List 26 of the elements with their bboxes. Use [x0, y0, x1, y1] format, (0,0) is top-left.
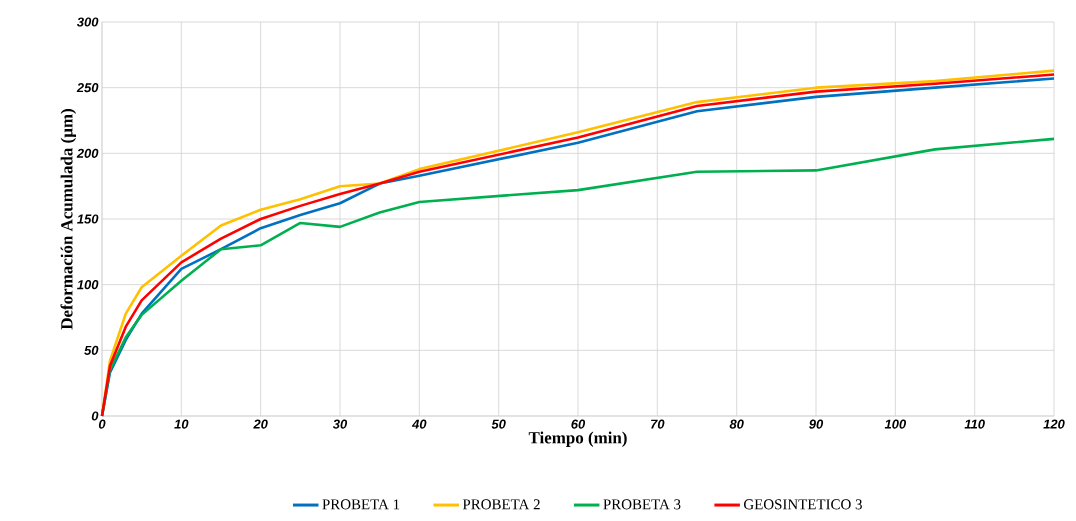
legend-label: PROBETA 2 — [462, 499, 540, 510]
legend-label: GEOSINTETICO 3 — [744, 499, 862, 510]
x-tick-label: 50 — [491, 419, 506, 429]
x-tick-label: 30 — [332, 419, 348, 429]
y-tick-label: 100 — [77, 280, 99, 290]
legend-label: PROBETA 3 — [603, 499, 681, 510]
x-tick-label: 100 — [884, 419, 907, 429]
x-tick-label: 110 — [964, 419, 985, 429]
x-tick-label: 40 — [411, 419, 427, 429]
y-tick-label: 250 — [76, 83, 99, 93]
x-tick-label: 120 — [1043, 419, 1065, 429]
x-tick-label: 20 — [253, 419, 268, 429]
x-axis-title: Tiempo (min) — [528, 431, 627, 447]
x-tick-label: 80 — [729, 419, 744, 429]
y-tick-label: 150 — [77, 214, 99, 224]
y-axis-title: Deformación Acumulada (µm) — [60, 109, 77, 330]
x-tick-label: 90 — [809, 419, 824, 429]
x-tick-label: 60 — [571, 419, 586, 429]
x-tick-label: 70 — [651, 419, 665, 429]
y-tick-label: 0 — [91, 411, 99, 421]
y-tick-label: 200 — [76, 148, 99, 158]
y-tick-label: 50 — [84, 345, 99, 355]
legend-label: PROBETA 1 — [322, 499, 400, 510]
x-tick-label: 0 — [98, 419, 106, 429]
x-tick-label: 10 — [174, 419, 189, 429]
y-tick-label: 300 — [76, 17, 99, 27]
